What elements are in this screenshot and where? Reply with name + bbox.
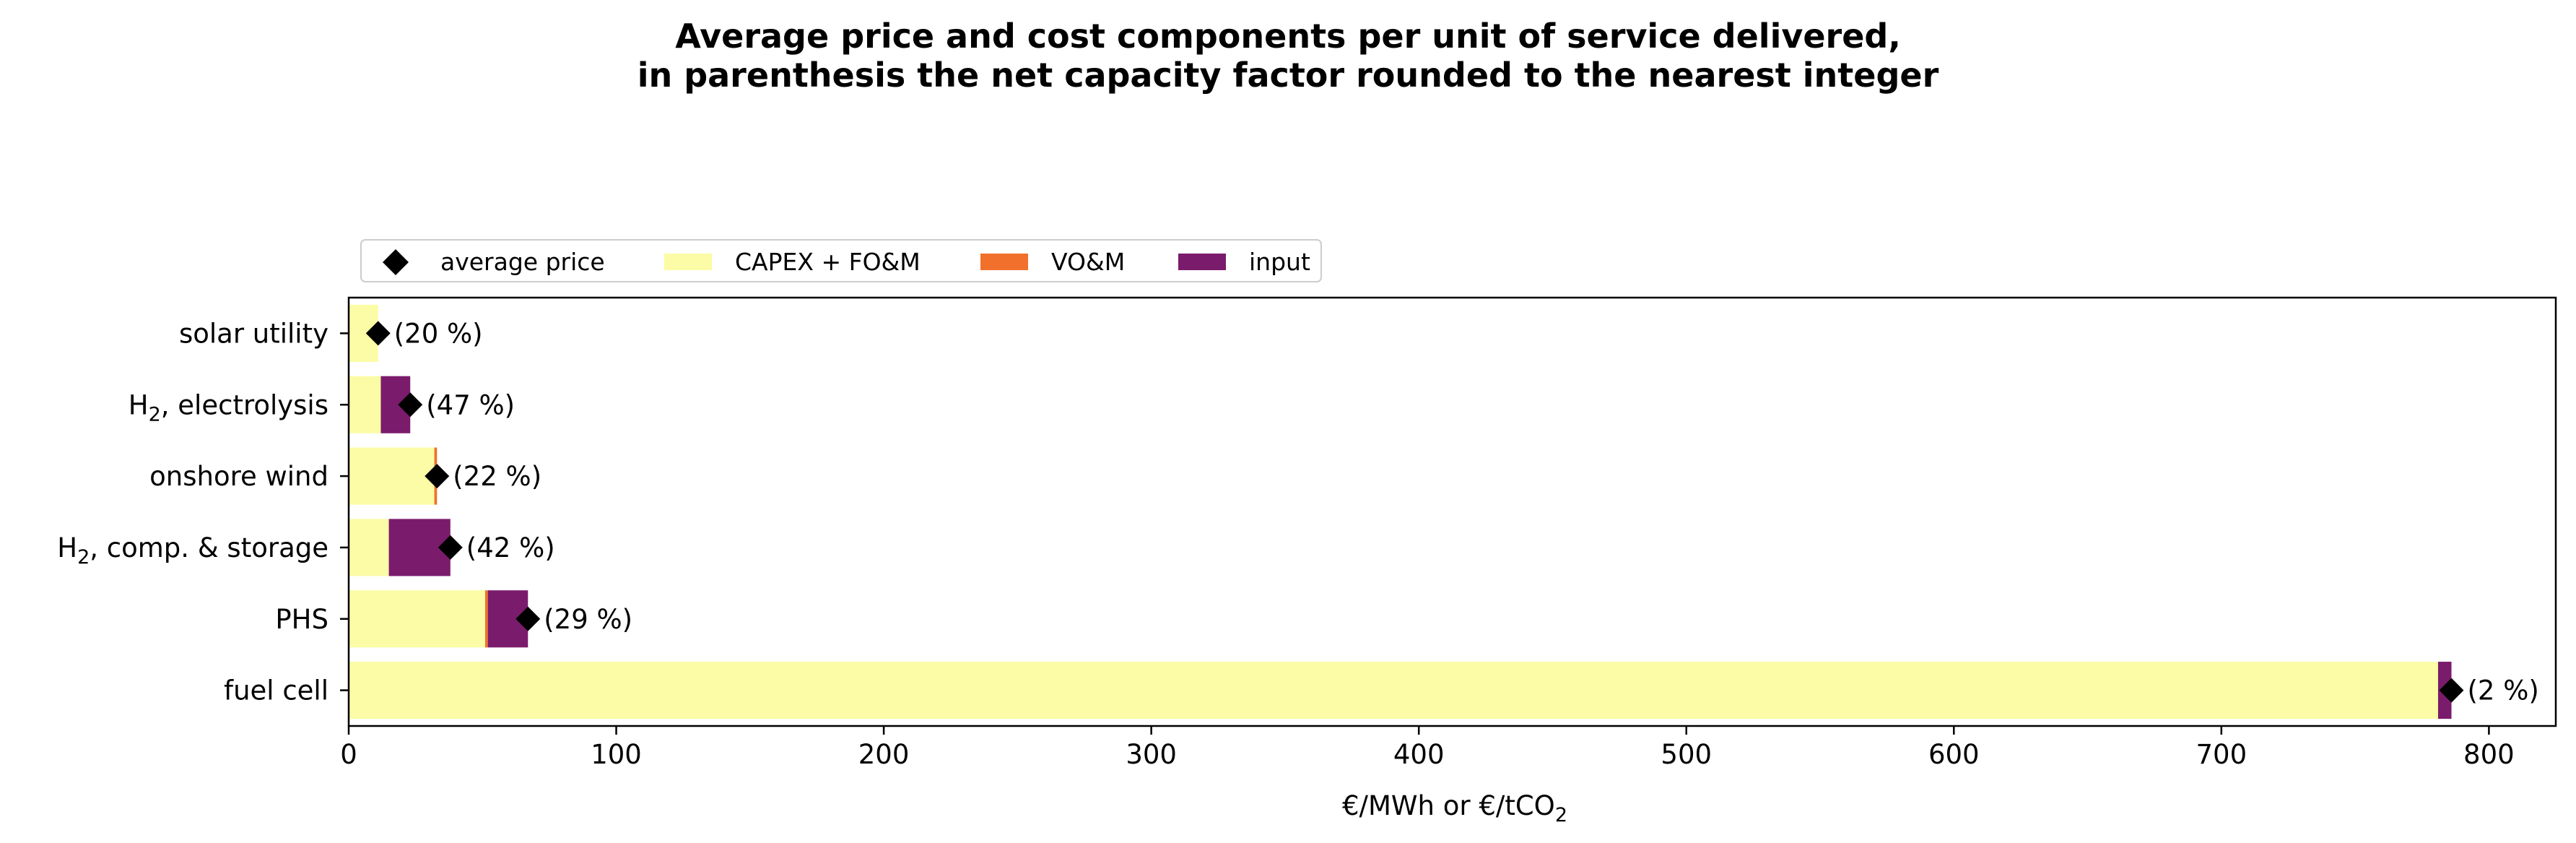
bar-segment-0-5 bbox=[349, 662, 2438, 719]
capacity-factor-label-1: (47 %) bbox=[426, 389, 515, 420]
plot-area: (20 %) (47 %) (22 %) (42 %) (29 %) (2 %) 0 100 2… bbox=[57, 296, 2557, 770]
bar-segment-1-4 bbox=[484, 590, 488, 648]
average-price-marker-1 bbox=[398, 392, 423, 418]
x-tick-label-7: 700 bbox=[2196, 739, 2248, 770]
x-tick-label-3: 300 bbox=[1126, 739, 1177, 770]
x-tick-label-0: 0 bbox=[340, 739, 357, 770]
y-tick-label-5: fuel cell bbox=[224, 675, 328, 706]
x-axis-label-main: €/MWh or €/tCO bbox=[1342, 790, 1555, 821]
chart-title-line-2: in parenthesis the net capacity factor r… bbox=[638, 56, 1939, 95]
legend-swatch-capex bbox=[664, 254, 712, 270]
capacity-factor-label-5: (2 %) bbox=[2467, 675, 2538, 706]
chart-title-line-1: Average price and cost components per un… bbox=[675, 17, 1901, 56]
legend-label-input: input bbox=[1249, 248, 1310, 276]
bar-segment-0-2 bbox=[349, 447, 435, 505]
legend-item-input: input bbox=[1178, 248, 1310, 276]
x-tick-label-5: 500 bbox=[1661, 739, 1712, 770]
capacity-factor-label-2: (22 %) bbox=[453, 461, 541, 492]
bar-segment-0-1 bbox=[349, 376, 381, 433]
capacity-factor-label-4: (29 %) bbox=[544, 604, 632, 635]
plot-frame bbox=[347, 296, 2557, 727]
x-tick-label-4: 400 bbox=[1393, 739, 1445, 770]
average-price-marker-0 bbox=[365, 321, 391, 346]
legend-label-average-price: average price bbox=[440, 248, 605, 276]
y-tick-label-0: solar utility bbox=[179, 318, 328, 349]
legend-label-capex: CAPEX + FO&M bbox=[735, 248, 921, 276]
x-tick-label-8: 800 bbox=[2463, 739, 2515, 770]
average-price-marker-5 bbox=[2439, 678, 2464, 703]
x-tick-label-6: 600 bbox=[1928, 739, 1980, 770]
x-tick-label-1: 100 bbox=[591, 739, 642, 770]
legend-item-vom: VO&M bbox=[980, 248, 1125, 276]
y-tick-label-1: H2, electrolysis bbox=[129, 389, 328, 425]
legend-swatch-vom bbox=[980, 254, 1028, 270]
x-axis-label: €/MWh or €/tCO2 bbox=[1342, 790, 1567, 826]
x-axis-label-subscript: 2 bbox=[1555, 804, 1567, 826]
x-tick-label-2: 200 bbox=[858, 739, 910, 770]
average-price-marker-2 bbox=[425, 464, 450, 489]
average-price-marker-4 bbox=[515, 606, 541, 631]
legend-diamond-icon bbox=[383, 249, 409, 275]
bar-segment-0-3 bbox=[349, 519, 389, 576]
legend-item-capex: CAPEX + FO&M bbox=[664, 248, 921, 276]
legend-swatch-input bbox=[1178, 254, 1226, 270]
y-tick-label-3: H2, comp. & storage bbox=[57, 532, 328, 569]
legend-item-average-price: average price bbox=[383, 248, 605, 276]
y-tick-label-2: onshore wind bbox=[149, 461, 328, 492]
capacity-factor-label-3: (42 %) bbox=[466, 532, 555, 563]
average-price-marker-3 bbox=[438, 535, 463, 560]
legend-label-vom: VO&M bbox=[1051, 248, 1125, 276]
capacity-factor-label-0: (20 %) bbox=[394, 318, 483, 349]
y-tick-label-4: PHS bbox=[275, 604, 328, 635]
chart-legend: average price CAPEX + FO&M VO&M input bbox=[360, 239, 1322, 282]
legend-frame bbox=[360, 239, 1322, 282]
bar-segment-0-4 bbox=[349, 590, 485, 648]
